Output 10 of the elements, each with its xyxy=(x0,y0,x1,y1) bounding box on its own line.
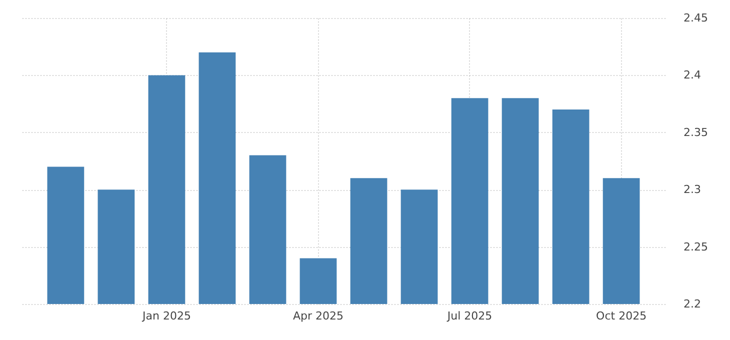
y-tick-label: 2.4 xyxy=(684,68,701,82)
y-tick-label: 2.3 xyxy=(684,183,701,196)
y-tick-label: 2.2 xyxy=(684,298,701,310)
x-tick-label: Jan 2025 xyxy=(141,310,191,322)
x-tick-label: Oct 2025 xyxy=(596,310,647,322)
y-tick-label: 2.25 xyxy=(684,240,708,254)
y-tick-label: 2.35 xyxy=(684,126,708,139)
y-tick-label: 2.45 xyxy=(684,12,708,24)
x-tick-label: Jul 2025 xyxy=(446,310,492,322)
x-tick-label: Apr 2025 xyxy=(292,310,344,322)
